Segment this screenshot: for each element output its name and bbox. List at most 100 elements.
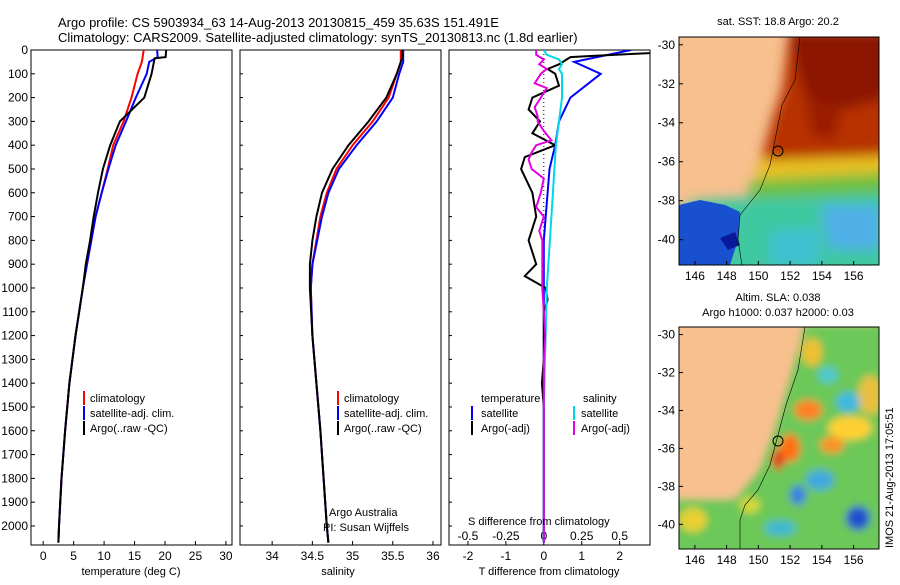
depth-tick-label: 1300: [1, 352, 28, 366]
map-lon-label: 146: [685, 553, 705, 567]
series-climatology: [57, 50, 145, 543]
legend-sal-argo-label: Argo(-adj): [581, 423, 630, 435]
t-difference-axis-label: T difference from climatology: [479, 566, 620, 578]
s-difference-axis-label: S difference from climatology: [468, 516, 610, 528]
series-satellite-adj-clim-: [57, 50, 159, 543]
sst-map-strait: [679, 200, 740, 265]
map-lat-label: -34: [658, 403, 676, 417]
sst-map: [679, 37, 879, 265]
series-argo-raw-qc-: [57, 50, 168, 543]
salinity-legend: climatology satellite-adj. clim. Argo(..…: [337, 391, 428, 435]
legend-climatology-label: climatology: [344, 393, 400, 405]
x-tick-label: -2: [463, 549, 474, 563]
legend-argo-label: Argo(..raw -QC): [344, 423, 422, 435]
map-lon-label: 148: [717, 269, 737, 283]
legend-salinity-heading: salinity: [583, 393, 617, 405]
series-salinity-satellite: [542, 50, 564, 543]
s-tick-label: 0.5: [611, 529, 628, 543]
map-lon-label: 156: [844, 269, 864, 283]
x-tick-label: 10: [97, 549, 111, 563]
depth-tick-label: 1500: [1, 400, 28, 414]
map-lat-label: -30: [658, 328, 676, 342]
map-lat-label: -38: [658, 194, 676, 208]
x-tick-label: 35: [346, 549, 360, 563]
depth-tick-label: 500: [8, 162, 28, 176]
series-satellite-adj-clim-: [309, 50, 405, 543]
map-lon-label: 152: [780, 553, 800, 567]
difference-legend: temperature satellite Argo(-adj) salinit…: [471, 393, 630, 435]
map-lon-label: 154: [812, 553, 832, 567]
map-lon-label: 146: [685, 269, 705, 283]
depth-tick-label: 0: [21, 43, 28, 57]
depth-tick-label: 1800: [1, 471, 28, 485]
figure-title-line2: Climatology: CARS2009. Satellite-adjuste…: [58, 30, 578, 45]
map-lat-label: -32: [658, 366, 676, 380]
map-lon-label: 150: [748, 269, 768, 283]
legend-temp-satellite-label: satellite: [481, 408, 518, 420]
map-lat-label: -32: [658, 77, 676, 91]
depth-tick-label: 600: [8, 186, 28, 200]
legend-climatology-label: climatology: [90, 393, 146, 405]
difference-panel-frame: [448, 49, 651, 546]
map-lon-label: 150: [748, 553, 768, 567]
x-tick-label: 2: [616, 549, 623, 563]
x-tick-label: 1: [578, 549, 585, 563]
map-lon-label: 154: [812, 269, 832, 283]
temperature-axis-label: temperature (deg C): [81, 566, 180, 578]
s-tick-label: -0.5: [458, 529, 479, 543]
map-lon-label: 148: [717, 553, 737, 567]
s-tick-label: -0.25: [492, 529, 520, 543]
x-tick-label: 30: [219, 549, 233, 563]
legend-temperature-heading: temperature: [481, 393, 540, 405]
depth-tick-label: 1200: [1, 329, 28, 343]
map-lat-label: -36: [658, 441, 676, 455]
s-tick-label: 0.25: [570, 529, 594, 543]
depth-tick-label: 1700: [1, 448, 28, 462]
legend-sal-satellite-label: satellite: [581, 408, 618, 420]
x-tick-label: 20: [158, 549, 172, 563]
annotation-pi: PI: Susan Wijffels: [323, 522, 409, 534]
map-lon-label: 152: [780, 269, 800, 283]
x-tick-label: 36: [426, 549, 440, 563]
x-tick-label: 15: [128, 549, 142, 563]
x-tick-label: 34.5: [301, 549, 325, 563]
map-lat-label: -30: [658, 38, 676, 52]
map-lat-label: -38: [658, 479, 676, 493]
x-tick-label: 5: [70, 549, 77, 563]
depth-tick-label: 800: [8, 233, 28, 247]
series-temperature-satellite: [542, 50, 632, 543]
depth-tick-label: 700: [8, 210, 28, 224]
legend-satellite-label: satellite-adj. clim.: [90, 408, 174, 420]
depth-tick-label: 400: [8, 138, 28, 152]
depth-tick-label: 300: [8, 114, 28, 128]
depth-tick-label: 1400: [1, 376, 28, 390]
sla-map-title2: Argo h1000: 0.037 h2000: 0.03: [702, 307, 854, 319]
salinity-axis-label: salinity: [321, 566, 355, 578]
sla-map-title1: Altim. SLA: 0.038: [736, 292, 821, 304]
series-argo-raw-qc-: [308, 50, 404, 543]
legend-argo-label: Argo(..raw -QC): [90, 423, 168, 435]
salinity-panel-frame: [239, 49, 442, 546]
temperature-panel-frame: [30, 49, 233, 546]
map-lat-label: -40: [658, 233, 676, 247]
series-salinity-argo-adj-: [527, 50, 554, 543]
figure-title-line1: Argo profile: CS 5903934_63 14-Aug-2013 …: [58, 15, 499, 30]
x-tick-label: -1: [501, 549, 512, 563]
sst-map-title: sat. SST: 18.8 Argo: 20.2: [717, 16, 839, 28]
depth-tick-label: 100: [8, 67, 28, 81]
depth-tick-label: 200: [8, 91, 28, 105]
map-lon-label: 156: [844, 553, 864, 567]
series-climatology: [309, 50, 402, 543]
x-tick-label: 34: [265, 549, 279, 563]
map-lat-label: -40: [658, 517, 676, 531]
map-lat-label: -36: [658, 155, 676, 169]
temperature-legend: climatology satellite-adj. clim. Argo(..…: [83, 391, 174, 435]
series-temperature-argo-adj-: [520, 52, 650, 543]
sst-argo-marker: [772, 145, 784, 157]
sla-map: [679, 327, 879, 549]
legend-satellite-label: satellite-adj. clim.: [344, 408, 428, 420]
depth-tick-label: 2000: [1, 519, 28, 533]
x-tick-label: 0: [540, 549, 547, 563]
sla-argo-marker: [772, 435, 784, 447]
